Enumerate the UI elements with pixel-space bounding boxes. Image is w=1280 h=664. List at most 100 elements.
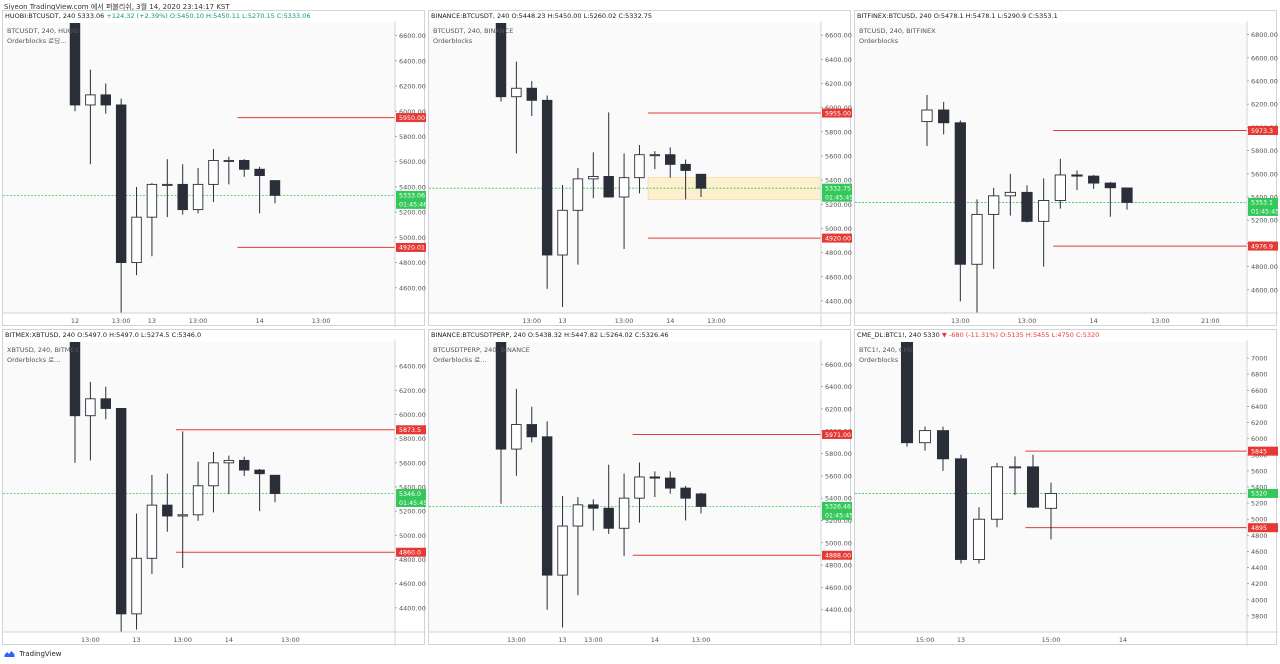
candle[interactable]: [1038, 178, 1050, 267]
candle[interactable]: [938, 101, 950, 135]
candlestick-chart[interactable]: 4600.004800.005000.005200.005400.005600.…: [855, 21, 1279, 327]
price-label: 5973.3: [1251, 128, 1273, 135]
candle[interactable]: [146, 474, 158, 574]
candle[interactable]: [1044, 482, 1058, 540]
candle[interactable]: [1121, 187, 1133, 210]
candle[interactable]: [526, 406, 537, 443]
candle[interactable]: [115, 98, 127, 327]
chart-area[interactable]: 3800 4000 4200 4400 4600 4800 5000 5200 5400 5600…: [855, 340, 1278, 650]
candle[interactable]: [239, 159, 250, 177]
candle[interactable]: [954, 120, 966, 302]
chart-panel-binance-perp[interactable]: BINANCE:BTCUSDTPERP, 240 O:5438.32 H:544…: [428, 329, 853, 646]
candle[interactable]: [69, 340, 81, 463]
candle[interactable]: [223, 455, 235, 495]
candle[interactable]: [1071, 170, 1083, 191]
candlestick-chart[interactable]: 4400.00 4600.00 4800.00 5000.00 5200.00 5400.…: [429, 21, 853, 327]
chart-area[interactable]: 4400.00 4600.00 4800.00 5000.00 5200.00 5400.…: [3, 340, 427, 650]
candle[interactable]: [526, 81, 537, 117]
candle[interactable]: [541, 95, 553, 289]
candle[interactable]: [85, 69, 96, 165]
candle[interactable]: [1008, 456, 1022, 496]
candle[interactable]: [918, 426, 932, 451]
candle[interactable]: [1004, 173, 1016, 216]
candle[interactable]: [936, 426, 950, 471]
chart-panel-bitfinex[interactable]: BITFINEX:BTCUSD, 240 O:5478.1 H:5478.1 L…: [854, 10, 1279, 327]
candle[interactable]: [988, 187, 1000, 269]
candle[interactable]: [162, 159, 173, 218]
candle[interactable]: [695, 173, 707, 197]
price-tick-label: 6000.00: [399, 108, 426, 116]
candlestick-chart[interactable]: 4400.00 4600.00 4800.00 5000.00 5200.00 5400.…: [3, 340, 427, 646]
candle[interactable]: [649, 471, 661, 498]
chart-area[interactable]: 4600.004800.005000.005200.005400.005600.…: [855, 21, 1279, 331]
candle[interactable]: [603, 464, 614, 534]
candle[interactable]: [557, 184, 568, 307]
candle[interactable]: [177, 164, 188, 215]
candle[interactable]: [208, 451, 219, 513]
candle[interactable]: [131, 186, 142, 276]
candle[interactable]: [618, 153, 630, 249]
price-label: 5333.06: [399, 193, 425, 200]
candle[interactable]: [254, 468, 265, 512]
candle[interactable]: [1088, 174, 1100, 189]
candle[interactable]: [665, 471, 676, 494]
candle[interactable]: [1054, 158, 1066, 209]
candle[interactable]: [495, 21, 507, 102]
candle[interactable]: [603, 112, 614, 198]
candle[interactable]: [69, 21, 81, 112]
chart-panel-binance[interactable]: BINANCE:BTCUSDT, 240 O:5448.23 H:5450.00…: [428, 10, 853, 327]
candle[interactable]: [100, 386, 111, 420]
candle[interactable]: [990, 462, 1004, 528]
candle[interactable]: [572, 497, 584, 596]
candlestick-chart[interactable]: 4400.00 4600.00 4800.00 5000.00 5200.00 5400.…: [429, 340, 853, 646]
candle[interactable]: [588, 499, 599, 531]
candle[interactable]: [1104, 181, 1116, 217]
chart-panel-cme[interactable]: CME_DL:BTC1!, 240 5330 ▼ -680 (-11.31%) …: [854, 329, 1278, 646]
candle[interactable]: [162, 473, 173, 532]
candle[interactable]: [900, 340, 914, 447]
candle[interactable]: [254, 166, 265, 214]
candle[interactable]: [541, 421, 553, 610]
chart-area[interactable]: 4400.00 4600.00 4800.00 5000.00 5200.00 5400.…: [429, 21, 853, 331]
candle[interactable]: [634, 462, 645, 523]
candle[interactable]: [85, 381, 96, 461]
candle[interactable]: [618, 473, 630, 557]
candle[interactable]: [131, 513, 142, 630]
candle[interactable]: [1026, 454, 1040, 508]
candle[interactable]: [695, 492, 707, 514]
candle[interactable]: [921, 94, 933, 146]
candle[interactable]: [177, 431, 188, 568]
candle[interactable]: [146, 183, 158, 257]
candle[interactable]: [634, 145, 645, 194]
candle[interactable]: [954, 454, 968, 564]
candle[interactable]: [269, 474, 281, 503]
candle[interactable]: [588, 152, 599, 199]
chart-panel-huobi[interactable]: HUOBI:BTCUSDT, 240 5333.06 +124.32 (+2.3…: [2, 10, 427, 327]
candle[interactable]: [665, 147, 676, 178]
candle[interactable]: [495, 340, 507, 504]
candle[interactable]: [680, 159, 691, 200]
candle[interactable]: [511, 388, 522, 476]
candle[interactable]: [971, 199, 983, 327]
candle[interactable]: [208, 149, 219, 203]
candle[interactable]: [680, 485, 691, 521]
candle[interactable]: [269, 180, 281, 204]
candle[interactable]: [511, 61, 522, 154]
candle[interactable]: [239, 456, 250, 477]
candlestick-chart[interactable]: 4600.004800.005000.005200.005400.005600.…: [3, 21, 427, 327]
candle[interactable]: [972, 507, 986, 564]
tradingview-footer[interactable]: TradingView: [4, 650, 62, 658]
candle[interactable]: [223, 156, 235, 185]
candle[interactable]: [192, 461, 204, 521]
candle[interactable]: [1021, 185, 1033, 223]
candle[interactable]: [572, 168, 584, 265]
chart-panel-bitmex[interactable]: BITMEX:XBTUSD, 240 O:5497.0 H:5497.0 L:5…: [2, 329, 427, 646]
candle[interactable]: [115, 408, 127, 632]
chart-area[interactable]: 4400.00 4600.00 4800.00 5000.00 5200.00 5400.…: [429, 340, 853, 650]
candle[interactable]: [192, 168, 204, 214]
candle[interactable]: [557, 495, 568, 628]
candlestick-chart[interactable]: 3800 4000 4200 4400 4600 4800 5000 5200 5400 5600…: [855, 340, 1278, 646]
candle[interactable]: [649, 151, 661, 170]
candle[interactable]: [100, 83, 111, 114]
